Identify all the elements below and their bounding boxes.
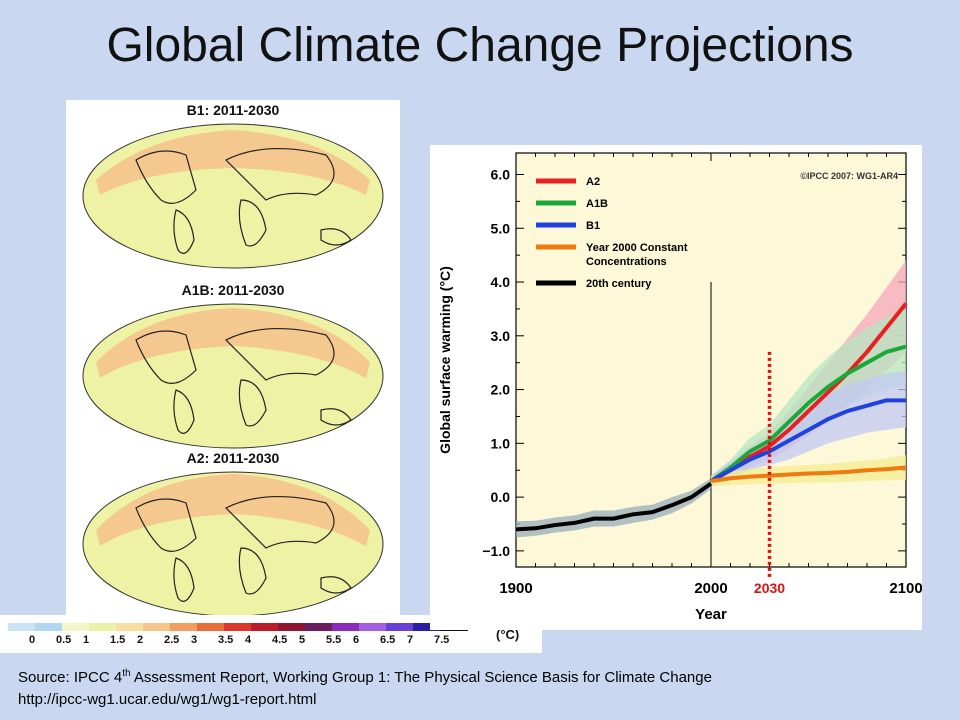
colorbar-swatch (170, 623, 198, 631)
colorbar-tick-label: 0 (29, 634, 36, 646)
map-b1-globe (82, 123, 384, 269)
map-b1-label: B1: 2011-2030 (186, 102, 280, 118)
map-a1b-globe (82, 303, 384, 449)
colorbar-tick-label: 3 (191, 634, 198, 646)
colorbar-swatch (8, 623, 36, 631)
y-tick-label: 2.0 (491, 382, 511, 398)
highlight-2030-label: 2030 (754, 580, 785, 596)
map-a2: A2: 2011-2030 (66, 448, 400, 620)
map-b1: B1: 2011-2030 (66, 100, 400, 272)
colorbar-swatch (143, 623, 171, 631)
colorbar-swatch (197, 623, 225, 631)
series-line (709, 344, 907, 483)
colorbar-tick-label: 4 (245, 634, 252, 646)
colorbar-swatch (386, 623, 414, 631)
y-tick-label: 3.0 (491, 328, 511, 344)
colorbar-tick-label: 2 (137, 634, 144, 646)
colorbar-tick-label: 0.5 (56, 634, 72, 646)
colorbar-swatch (332, 623, 360, 631)
source-url: http://ipcc-wg1.ucar.edu/wg1/wg1-report.… (18, 691, 317, 708)
colorbar-swatch (413, 623, 441, 631)
legend-label: A2 (586, 176, 600, 188)
source-sup: th (122, 668, 131, 679)
source-prefix: Source: IPCC 4 (18, 669, 123, 686)
series-band (711, 455, 906, 487)
map-a1b-label: A1B: 2011-2030 (181, 282, 285, 298)
y-tick-label: 5.0 (491, 220, 511, 236)
y-tick-label: 0.0 (491, 489, 511, 505)
y-tick-label: 4.0 (491, 274, 511, 290)
source-rest: Assessment Report, Working Group 1: The … (130, 669, 712, 686)
legend-label: Year 2000 Constant (586, 242, 688, 254)
series-band (711, 308, 906, 487)
slide-title: Global Climate Change Projections (106, 19, 854, 72)
warming-chart-panel: 6.0 5.0 4.0 3.0 2.0 1.0 0.0 −1.0 1900 2000 2100 Yea… (430, 145, 923, 630)
x-tick-label: 2100 (889, 580, 922, 597)
colorbar-tick-label: 4.5 (272, 634, 288, 646)
map-a1b: A1B: 2011-2030 (66, 280, 400, 452)
series-line (515, 482, 713, 532)
colorbar-tick-label: 2.5 (164, 634, 180, 646)
y-tick-label: 6.0 (491, 167, 511, 183)
y-tick-label: 1.0 (491, 435, 511, 451)
x-axis-label: Year (695, 606, 727, 623)
x-tick-label: 2000 (694, 580, 727, 597)
source-citation: Source: IPCC 4th Assessment Report, Work… (18, 663, 712, 711)
colorbar-swatch (251, 623, 279, 631)
x-tick-label: 1900 (499, 580, 532, 597)
colorbar-tick-label: 1 (83, 634, 90, 646)
colorbar-tick-label: 7.5 (434, 634, 450, 646)
colorbar-tick-label: 5.5 (326, 634, 342, 646)
legend-label: 20th century (586, 278, 652, 290)
colorbar-swatch (35, 623, 63, 631)
colorbar-tick-label: 3.5 (218, 634, 234, 646)
y-axis-label: Global surface warming (°C) (437, 266, 453, 454)
legend-label: Concentrations (586, 256, 667, 268)
series-line (710, 398, 906, 483)
colorbar-swatch (359, 623, 387, 631)
colorbar-swatch (89, 623, 117, 631)
colorbar-tick-label: 1.5 (110, 634, 126, 646)
colorbar-swatch (62, 623, 90, 631)
y-tick-label: −1.0 (482, 543, 510, 559)
colorbar-tick-label: 6.5 (380, 634, 396, 646)
legend-label: A1B (586, 198, 608, 210)
colorbar-unit: (°C) (496, 627, 520, 642)
series-line (710, 465, 907, 483)
source-line: Source: IPCC 4th Assessment Report, Work… (18, 663, 712, 689)
colorbar-swatch (116, 623, 144, 631)
map-a2-globe (82, 471, 384, 617)
scenario-maps-panel: B1: 2011-2030 A1B: 2011-2030 A2: 2011-20… (66, 100, 400, 620)
warming-chart: 6.0 5.0 4.0 3.0 2.0 1.0 0.0 −1.0 1900 2000 2100 Yea… (437, 152, 923, 623)
colorbar-tick-label: 7 (407, 634, 414, 646)
chart-credit: ©IPCC 2007: WG1-AR4 (800, 171, 898, 181)
colorbar-swatch (305, 623, 333, 631)
colorbar-tick-label: 6 (353, 634, 360, 646)
legend-label: B1 (586, 220, 600, 232)
map-a2-label: A2: 2011-2030 (186, 450, 280, 466)
colorbar-swatch (224, 623, 252, 631)
colorbar-tick-label: 5 (299, 634, 306, 646)
colorbar-swatch (278, 623, 306, 631)
